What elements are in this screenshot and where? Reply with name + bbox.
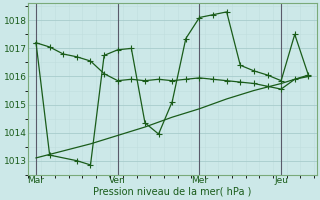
- X-axis label: Pression niveau de la mer( hPa ): Pression niveau de la mer( hPa ): [93, 187, 252, 197]
